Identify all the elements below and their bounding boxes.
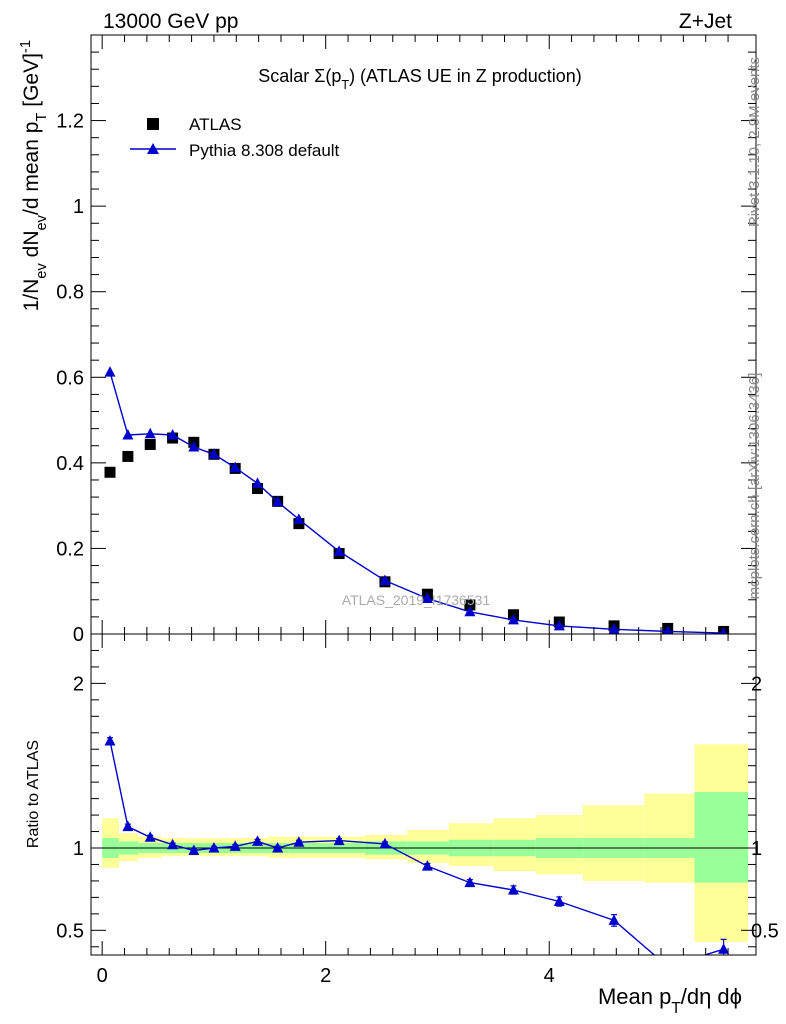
main-y-axis-label: 1/Nev dNev/d mean pT [GeV]-1 [18,40,50,311]
header-right: Z+Jet [679,10,732,33]
pythia-data-point [507,613,519,625]
pythia-ratio-point [464,876,476,888]
pythia-data-point [122,429,134,440]
ratio-y-axis-label: Ratio to ATLAS [25,740,42,848]
main-plot: 0 0.2 0.4 0.6 0.8 1 1.2 Scalar Σ(pT) (ATLAS UE… [18,34,757,646]
ratio-y-tick-label-right: 1 [751,838,762,860]
pythia-ratio-point [252,835,264,846]
ratio-x-ticks: 0 2 4 [97,634,729,987]
main-y-tick-label: 1 [73,196,84,218]
pythia-data-point [188,441,200,452]
pythia-data-point [379,574,391,586]
ratio-y-tick-label-right: 0.5 [751,920,779,942]
atlas-data-point [104,466,116,478]
pythia-ratio-point [104,735,116,746]
pythia-ratio-point [272,842,284,853]
ratio-plot-frame [90,633,757,956]
atlas-data-point [122,450,134,462]
legend-atlas-label: ATLAS [189,115,242,134]
pythia-ratio-point [507,883,519,895]
pythia-ratio-point [718,943,730,954]
ratio-inner-band [694,792,749,883]
x-axis-label: Mean pT/dη dϕ [598,984,742,1017]
main-y-tick-label: 1.2 [56,111,84,133]
pythia-ratio-point [421,860,433,871]
pythia-data-point [464,605,476,617]
pythia-ratio-point [608,914,620,925]
main-y-tick-label: 0.2 [56,538,84,560]
ratio-plot: 0.5 0.5 1 1 2 2 0 2 4 Ratio to ATLAS Mean pT/dη… [25,633,779,1017]
pythia-data-point [608,623,620,634]
header-left: 13000 GeV pp [103,10,238,33]
main-y-tick-label: 0.8 [56,282,84,304]
pythia-ratio-point [208,842,220,853]
pythia-data-point [167,429,179,440]
pythia-data-point [663,625,673,634]
atlas-data-point [464,599,476,611]
ratio-y-tick-label-right: 2 [751,673,762,695]
ratio-y-tick-label: 2 [73,673,84,695]
pythia-data-point [421,592,433,603]
mcplots-label: mcplots.cern.ch [arXiv:1306.3436] [746,373,763,600]
pythia-ratio-point [144,831,156,842]
ratio-y-tick-label: 0.5 [56,920,84,942]
main-plot-title: Scalar Σ(pT) (ATLAS UE in Z production) [258,66,582,92]
main-y-tick-label: 0.4 [56,453,84,475]
pythia-data-point [293,513,305,524]
pythia-ratio-point [333,834,345,846]
x-tick-label: 4 [544,965,555,987]
ratio-y-ticks: 0.5 0.5 1 1 2 2 [56,649,779,948]
legend-pythia-marker [147,143,159,154]
pythia-data-point [272,495,284,507]
pythia-data-point [553,619,565,631]
atlas-data-point [144,438,156,450]
pythia-data-point [229,461,241,473]
pythia-ratio-point [293,836,305,847]
pythia-data-point [104,366,116,377]
pythia-ratio-point [379,837,391,849]
pythia-data-point [719,627,728,634]
watermark: ATLAS_2019_I1736531 [342,592,491,608]
ratio-y-tick-label: 1 [73,838,84,860]
main-y-ticks: 0 0.2 0.4 0.6 0.8 1 1.2 [56,51,756,646]
x-tick-label: 2 [320,965,331,987]
pythia-ratio-point [167,838,179,850]
atlas-data-point [252,483,264,495]
legend: ATLAS Pythia 8.308 default [130,115,340,160]
pythia-ratio-point [188,844,200,855]
main-y-tick-label: 0 [73,624,84,646]
legend-pythia-label: Pythia 8.308 default [189,141,340,160]
legend-atlas-marker [147,118,159,130]
x-tick-label: 0 [97,965,108,987]
pythia-ratio-point [553,895,565,906]
main-y-tick-label: 0.6 [56,367,84,389]
main-x-ticks [101,35,729,634]
pythia-data-point [252,477,264,488]
pythia-ratio-point [229,840,241,851]
pythia-ratio-point [122,820,134,832]
pythia-data-point [333,545,345,556]
pythia-data-point [144,427,156,439]
pythia-ratio-point [662,961,673,972]
pythia-data-point [208,448,220,459]
rivet-version-label: Rivet 3.1.10, 2.9M events [746,57,763,227]
